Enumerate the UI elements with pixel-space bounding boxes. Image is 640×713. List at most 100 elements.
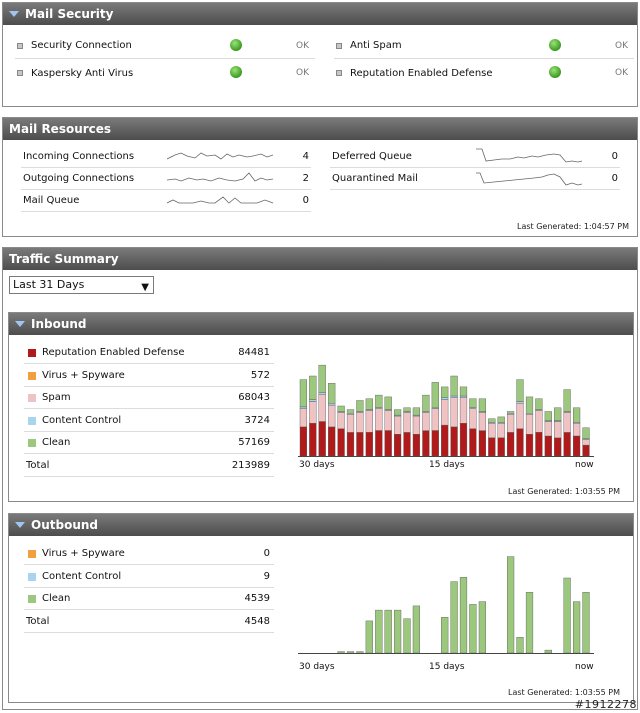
- status-text: OK: [296, 41, 309, 51]
- mail-security-title: Mail Security: [25, 7, 114, 21]
- bar-segment: [478, 601, 487, 654]
- bar-segment: [422, 394, 430, 412]
- last-generated: Last Generated: 1:03:55 PM: [508, 688, 620, 697]
- bar-segment: [403, 412, 411, 433]
- outbound-title: Outbound: [31, 518, 98, 532]
- bar-segment: [375, 609, 383, 654]
- bar-segment: [478, 411, 487, 413]
- bar-segment: [544, 411, 552, 421]
- resource-label: Quarantined Mail: [332, 173, 418, 184]
- bar-segment: [384, 430, 392, 457]
- collapse-icon[interactable]: [15, 321, 25, 327]
- x-tick-label: 30 days: [299, 662, 335, 672]
- time-range-select[interactable]: Last 31 Days ▼: [9, 276, 154, 294]
- bar-segment: [318, 421, 326, 457]
- legend-label: Reputation Enabled Defense: [42, 347, 185, 358]
- legend-label: Spam: [42, 392, 71, 403]
- bar-segment: [497, 423, 505, 439]
- bar-segment: [535, 410, 543, 433]
- status-label: Security Connection: [31, 40, 132, 51]
- bar-segment: [573, 407, 581, 423]
- bar-segment: [544, 435, 552, 457]
- bar-segment: [488, 418, 496, 423]
- bar-segment: [431, 408, 439, 431]
- bar-segment: [393, 609, 402, 654]
- bar-segment: [309, 375, 317, 400]
- bar-segment: [318, 364, 326, 393]
- bar-segment: [309, 401, 317, 424]
- bar-segment: [563, 411, 571, 413]
- bar-segment: [346, 651, 355, 654]
- bar-segment: [365, 432, 373, 457]
- bar-segment: [393, 415, 402, 435]
- bar-segment: [441, 397, 449, 400]
- resource-value: 0: [611, 151, 618, 162]
- bar-segment: [563, 432, 571, 457]
- bar-segment: [488, 437, 496, 457]
- bar-segment: [459, 397, 468, 424]
- bar-segment: [450, 426, 458, 457]
- legend-row: Reputation Enabled Defense 84481: [24, 342, 274, 364]
- bar-segment: [328, 383, 336, 404]
- bar-segment: [328, 426, 336, 457]
- status-row: Security Connection: [15, 33, 315, 59]
- bar-segment: [441, 424, 449, 457]
- mail-security-panel: Mail Security Security Connection OK Kas…: [2, 2, 638, 107]
- bar-segment: [506, 413, 515, 433]
- bar-segment: [328, 403, 336, 406]
- bar-segment: [478, 430, 487, 457]
- mail-security-header[interactable]: Mail Security: [3, 3, 637, 25]
- legend-label: Content Control: [42, 570, 122, 582]
- bar-segment: [554, 407, 562, 421]
- bar-segment: [459, 423, 468, 457]
- bar-segment: [544, 421, 552, 437]
- bar-segment: [422, 412, 430, 431]
- bar-segment: [535, 432, 543, 457]
- mail-resources-header[interactable]: Mail Resources: [3, 118, 637, 140]
- bar-segment: [365, 410, 373, 433]
- bar-segment: [516, 379, 524, 402]
- bar-segment: [393, 433, 402, 457]
- sparkline: [167, 196, 274, 204]
- traffic-summary-header[interactable]: Traffic Summary: [3, 248, 637, 270]
- resource-label: Deferred Queue: [332, 151, 412, 162]
- status-ok-icon: [549, 66, 561, 78]
- outbound-header[interactable]: Outbound: [9, 514, 633, 536]
- legend-label: Virus + Spyware: [42, 369, 125, 381]
- last-generated: Last Generated: 1:04:57 PM: [517, 222, 629, 231]
- bar-segment: [441, 386, 449, 399]
- status-row: Anti Spam: [334, 33, 634, 59]
- mail-resources-panel: Mail Resources Incoming Connections 4 Ou…: [2, 117, 638, 237]
- total-value: 4548: [244, 615, 270, 627]
- legend-row: Clean 57169: [24, 432, 274, 454]
- bar-segment: [469, 408, 477, 429]
- legend-swatch: [28, 349, 36, 357]
- bar-segment: [478, 398, 487, 412]
- bar-segment: [516, 428, 524, 457]
- total-label: Total: [26, 615, 50, 627]
- legend-swatch: [28, 371, 36, 380]
- bar-segment: [459, 386, 468, 397]
- sparkline: [167, 152, 274, 160]
- bar-segment: [506, 432, 515, 457]
- bar-segment: [441, 617, 449, 654]
- collapse-icon[interactable]: [9, 11, 19, 17]
- bar-segment: [516, 401, 524, 404]
- bar-segment: [299, 406, 308, 409]
- bar-segment: [346, 413, 355, 415]
- legend-swatch: [28, 439, 36, 447]
- bar-segment: [450, 397, 458, 428]
- traffic-summary-title: Traffic Summary: [9, 252, 119, 266]
- status-row: Reputation Enabled Defense: [334, 60, 634, 86]
- inbound-header[interactable]: Inbound: [9, 313, 633, 335]
- bar-segment: [337, 405, 345, 412]
- bar-segment: [573, 601, 581, 654]
- bar-segment: [309, 423, 317, 457]
- resource-value: 4: [302, 151, 309, 162]
- sparkline: [476, 148, 583, 163]
- legend-total-row: Total 213989: [24, 455, 274, 477]
- collapse-icon[interactable]: [15, 522, 25, 528]
- bar-segment: [393, 409, 402, 416]
- chevron-down-icon[interactable]: ▼: [141, 282, 149, 293]
- legend-swatch: [28, 416, 36, 425]
